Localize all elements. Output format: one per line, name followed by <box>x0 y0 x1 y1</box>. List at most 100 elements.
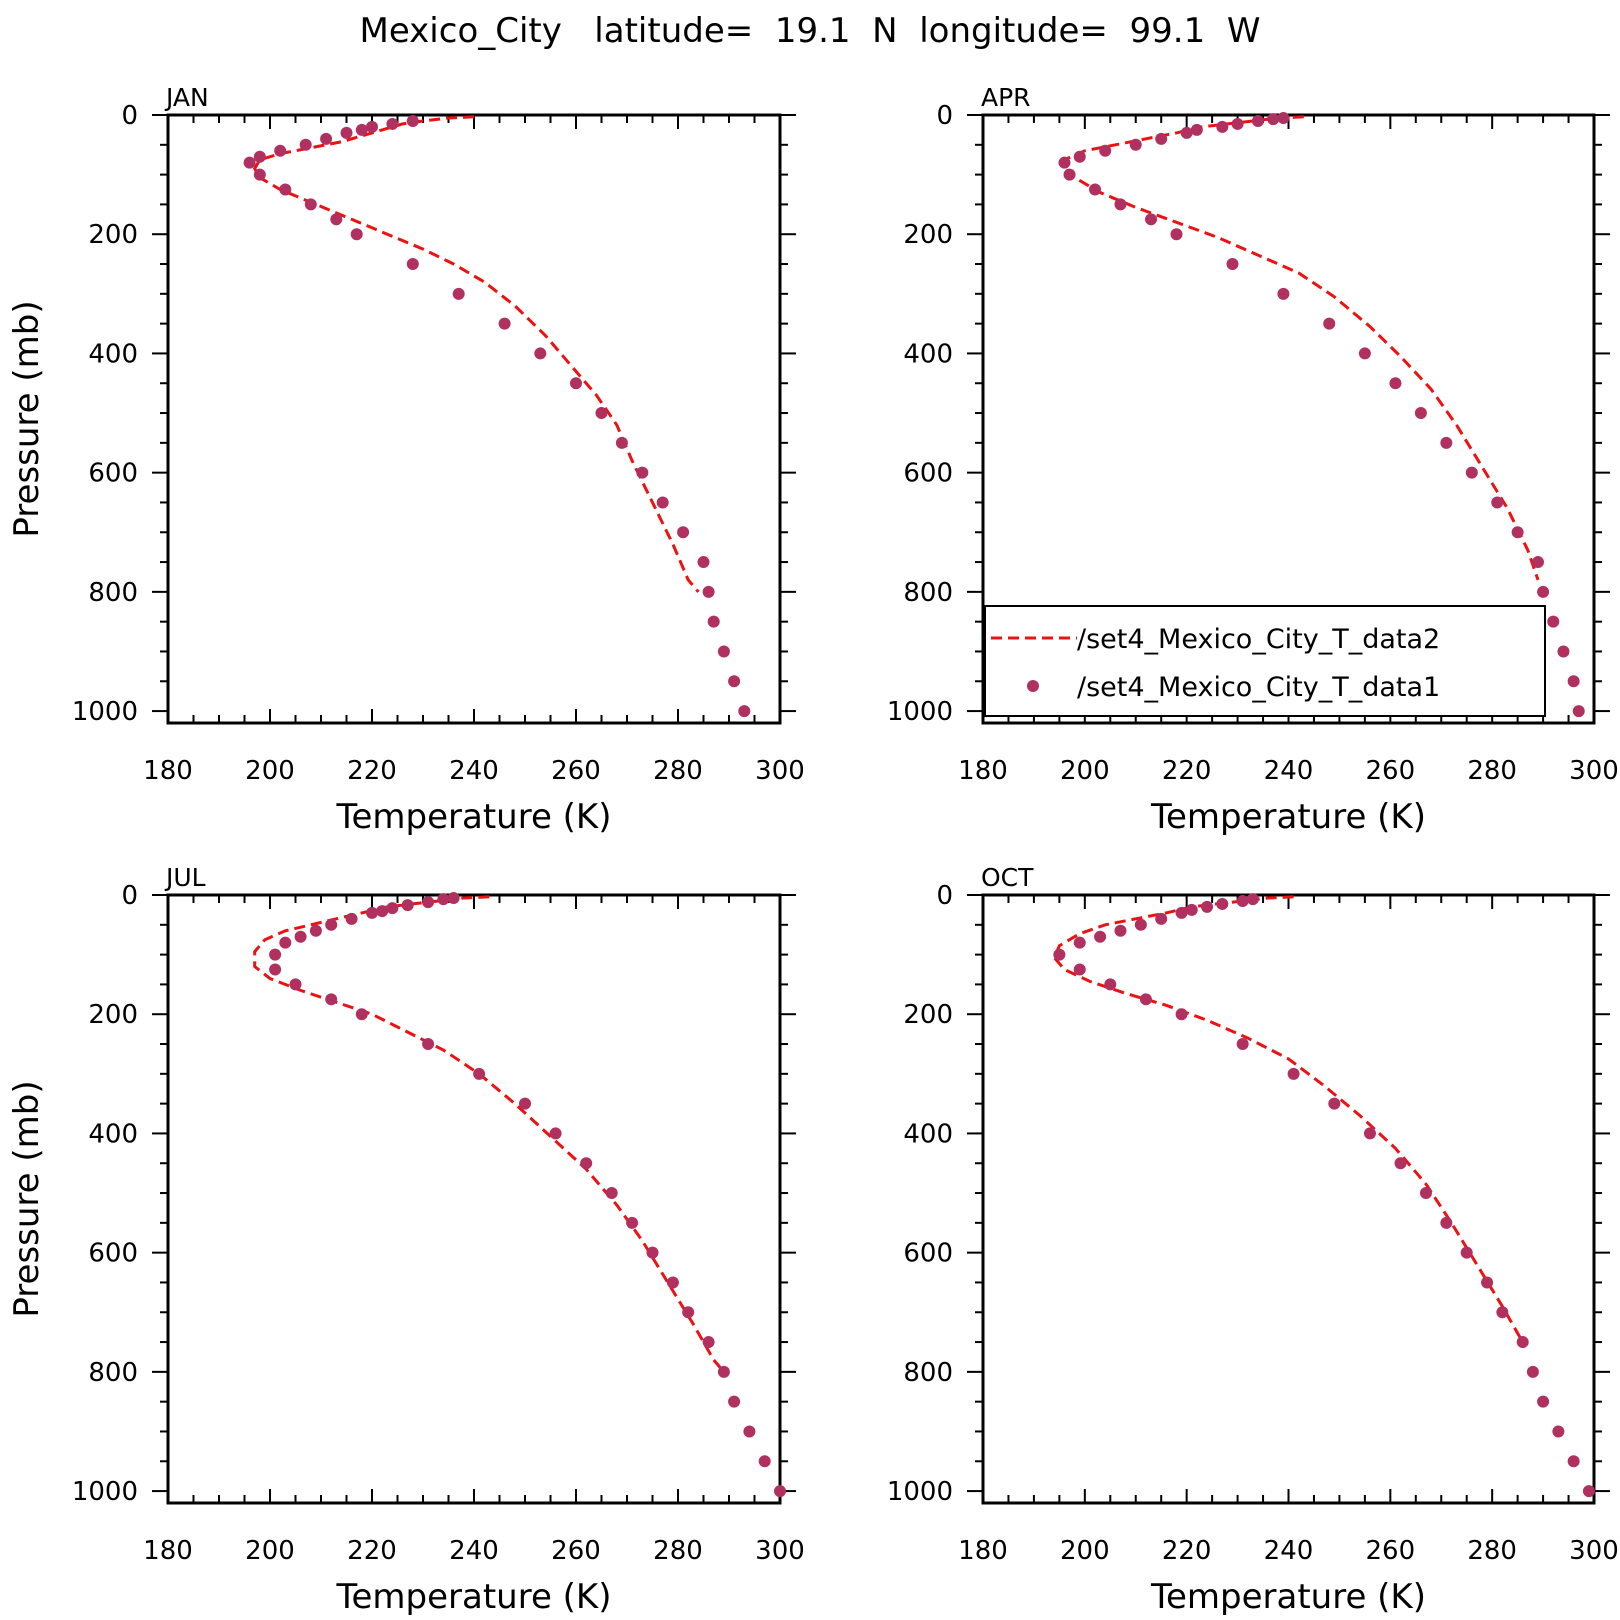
data-point-data1 <box>615 436 628 449</box>
y-axis-label: Pressure (mb) <box>7 1080 47 1317</box>
panel-label: APR <box>981 83 1031 112</box>
y-tick-label: 200 <box>903 220 953 250</box>
data-point-data1 <box>1114 924 1127 937</box>
plot-frame <box>166 113 782 725</box>
data-point-data1 <box>274 144 287 157</box>
y-tick-label: 1000 <box>72 697 138 727</box>
data-point-data1 <box>294 930 307 943</box>
data-point-data1 <box>1358 347 1371 360</box>
data-point-data1 <box>1389 377 1402 390</box>
data-point-data1 <box>1190 123 1203 136</box>
data-point-data1 <box>299 138 312 151</box>
data-point-data1 <box>289 978 302 991</box>
data-point-data1 <box>743 1425 756 1438</box>
data-point-data1 <box>1201 900 1214 913</box>
y-tick-label: 200 <box>903 1000 953 1030</box>
data-point-data1 <box>386 902 399 915</box>
data-point-data1 <box>366 120 378 133</box>
data-point-data1 <box>406 114 419 127</box>
y-tick-label: 200 <box>88 1000 138 1030</box>
data-point-data1 <box>1277 287 1290 300</box>
data-point-data1 <box>717 1365 730 1378</box>
data-point-data1 <box>320 132 333 145</box>
data-point-data1 <box>1175 1008 1188 1021</box>
data-point-data1 <box>325 918 338 931</box>
plot-frame <box>166 893 782 1505</box>
legend-box <box>984 605 1546 717</box>
x-tick-label: 240 <box>1264 1536 1314 1566</box>
x-tick-label: 180 <box>958 756 1008 786</box>
x-tick-label: 200 <box>1060 756 1110 786</box>
data-point-data1 <box>1226 258 1239 271</box>
y-tick-label: 600 <box>903 459 953 489</box>
x-axis-label: Temperature (K) <box>1150 1577 1426 1617</box>
x-tick-label: 280 <box>653 756 703 786</box>
data-point-data1 <box>1277 111 1290 124</box>
data-point-data1 <box>1414 407 1427 420</box>
x-tick-label: 240 <box>1264 756 1314 786</box>
data-point-data1 <box>1170 228 1183 241</box>
data-point-data1 <box>304 198 317 211</box>
data-point-data1 <box>580 1157 593 1170</box>
data-point-data1 <box>1552 1425 1565 1438</box>
data-point-data1 <box>570 377 582 390</box>
data-point-data1 <box>1180 126 1193 139</box>
data-point-data1 <box>1460 1246 1473 1259</box>
data-point-data1 <box>707 615 720 628</box>
data-point-data1 <box>350 228 363 241</box>
y-tick-label: 800 <box>88 578 138 608</box>
panel-jan: 180 200 220 240 260 280 300 0 200 400 600 800 1000 JA… <box>7 83 805 837</box>
data-point-data1 <box>330 213 343 226</box>
legend-label-data2: /set4_Mexico_City_T_data2 <box>1077 624 1440 655</box>
y-tick-label: 800 <box>903 578 953 608</box>
data-point-data1 <box>406 258 419 271</box>
data-point-data1 <box>1287 1067 1300 1080</box>
y-tick-label: 800 <box>903 1358 953 1388</box>
x-tick-label: 200 <box>245 756 295 786</box>
data-point-data1 <box>738 705 751 718</box>
data-point-data1 <box>386 117 399 130</box>
legend-label-data1: /set4_Mexico_City_T_data1 <box>1077 672 1440 703</box>
x-tick-label: 180 <box>143 756 193 786</box>
data-point-data1 <box>1531 556 1544 569</box>
y-tick-label: 1000 <box>72 1477 138 1507</box>
data-point-data1 <box>1465 466 1478 479</box>
data-point-data1 <box>269 948 282 961</box>
x-tick-label: 280 <box>1467 1536 1517 1566</box>
data-point-data1 <box>1537 585 1550 598</box>
x-tick-label: 260 <box>551 1536 601 1566</box>
data-point-data1 <box>595 407 608 420</box>
x-tick-label: 260 <box>1366 756 1416 786</box>
data-point-data1 <box>1440 1216 1453 1229</box>
x-tick-label: 180 <box>958 1536 1008 1566</box>
panel-apr: 180 200 220 240 260 280 300 0 200 400 600 800 1000 AP… <box>887 83 1619 837</box>
panel-label: OCT <box>981 863 1034 892</box>
data-point-data1 <box>355 123 368 136</box>
series-line-data2 <box>1052 895 1525 1343</box>
series-line-data2 <box>253 895 726 1373</box>
y-tick-label: 1000 <box>887 697 953 727</box>
data-point-data1 <box>1053 948 1066 961</box>
data-point-data1 <box>717 645 730 658</box>
y-tick-label: 0 <box>121 101 138 131</box>
data-point-data1 <box>1175 906 1188 919</box>
series-line-data2 <box>1063 115 1540 581</box>
data-point-data1 <box>1129 138 1142 151</box>
data-point-data1 <box>1216 897 1229 910</box>
x-tick-label: 300 <box>1569 1536 1619 1566</box>
y-tick-label: 400 <box>903 1119 953 1149</box>
data-point-data1 <box>1216 120 1229 133</box>
data-point-data1 <box>1073 936 1086 949</box>
data-point-data1 <box>1496 1306 1509 1319</box>
data-point-data1 <box>422 1038 435 1051</box>
data-point-data1 <box>758 1455 771 1468</box>
x-tick-label: 220 <box>347 1536 397 1566</box>
data-point-data1 <box>1547 615 1560 628</box>
data-point-data1 <box>355 1008 368 1021</box>
x-axis-label: Temperature (K) <box>335 1577 611 1617</box>
y-axis-label: Pressure (mb) <box>7 300 47 537</box>
data-point-data1 <box>325 993 338 1006</box>
y-tick-label: 400 <box>88 1119 138 1149</box>
data-point-data1 <box>1114 198 1127 211</box>
